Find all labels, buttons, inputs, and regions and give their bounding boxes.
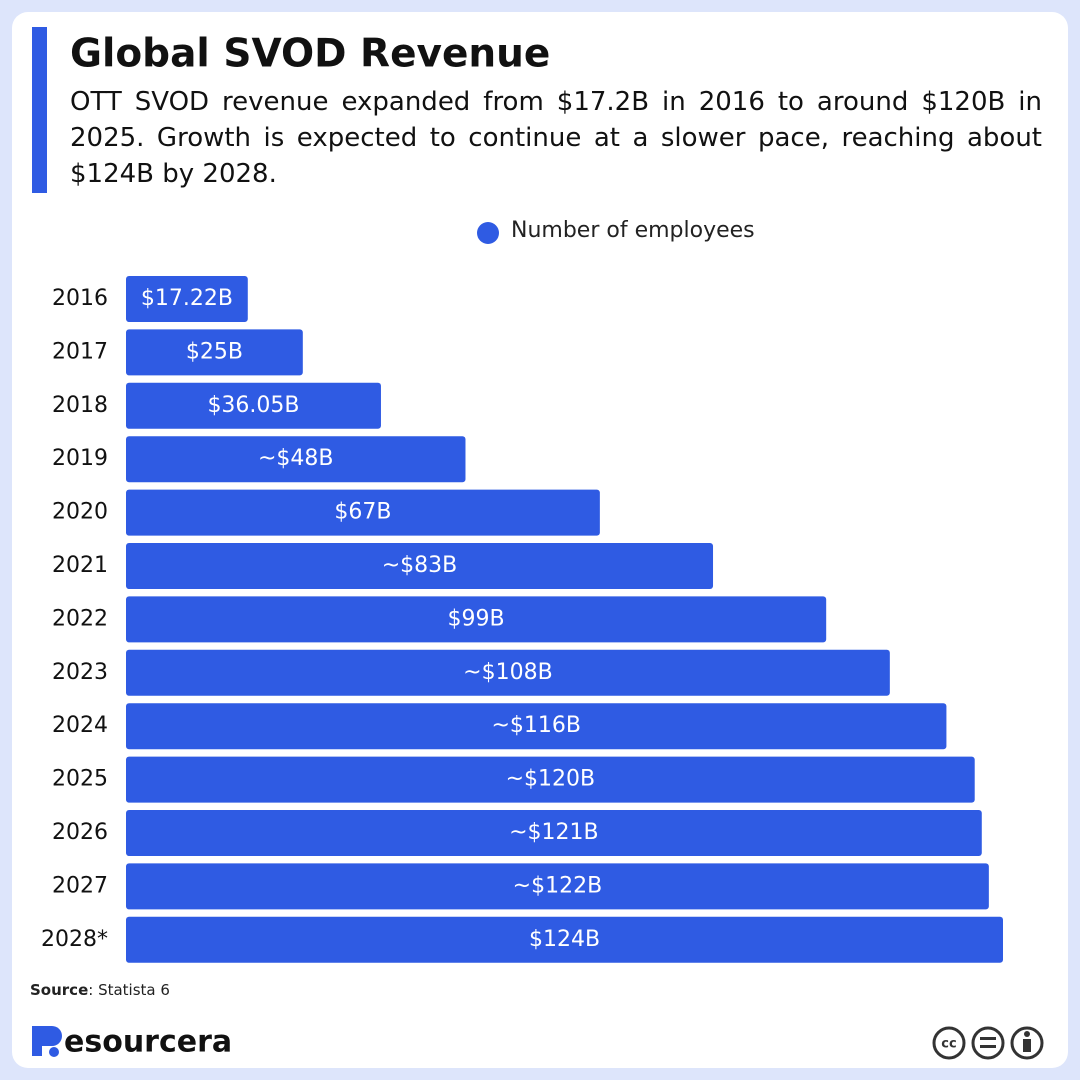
- y-tick-label: 2028*: [41, 927, 108, 952]
- value-label: $25B: [186, 339, 243, 364]
- bar: [126, 703, 947, 750]
- bar: [126, 329, 303, 376]
- y-tick-label: 2017: [52, 339, 108, 364]
- bar: [126, 489, 600, 536]
- source-label: Source: [30, 981, 88, 999]
- y-tick-label: 2019: [52, 446, 108, 471]
- y-tick-label: 2018: [52, 393, 108, 418]
- y-tick-label: 2016: [52, 286, 108, 311]
- value-label: ~$48B: [258, 446, 334, 471]
- y-tick-label: 2021: [52, 553, 108, 578]
- legend-label: Number of employees: [511, 218, 755, 243]
- value-label: $36.05B: [207, 393, 299, 418]
- y-tick-label: 2027: [52, 873, 108, 898]
- chart-subtitle: OTT SVOD revenue expanded from $17.2B in…: [70, 87, 1042, 189]
- bar: [126, 756, 975, 803]
- legend-marker: [477, 222, 499, 244]
- bar: [126, 382, 381, 429]
- accent-bar: [32, 27, 47, 193]
- value-label: $99B: [448, 606, 505, 631]
- y-tick-label: 2024: [52, 713, 108, 738]
- value-label: ~$122B: [513, 873, 603, 898]
- bar: [126, 649, 890, 696]
- brand-logo: [32, 1026, 62, 1057]
- license-label: cc: [941, 1037, 956, 1052]
- source-text: : Statista 6: [88, 981, 170, 999]
- y-tick-label: 2023: [52, 660, 108, 685]
- y-tick-label: 2025: [52, 767, 108, 792]
- source: Source: Statista 6: [30, 981, 170, 999]
- y-tick-label: 2022: [52, 606, 108, 631]
- value-label: $67B: [334, 500, 391, 525]
- value-label: ~$83B: [382, 553, 458, 578]
- value-label: ~$108B: [463, 660, 553, 685]
- bar: [126, 436, 466, 483]
- value-label: ~$116B: [491, 713, 581, 738]
- brand-name: esourcera: [64, 1025, 232, 1060]
- bar: [126, 543, 714, 589]
- value-label: ~$120B: [506, 767, 596, 792]
- bar: [126, 863, 989, 910]
- value-label: ~$121B: [509, 820, 599, 845]
- value-label: $17.22B: [141, 286, 233, 311]
- y-tick-label: 2020: [52, 500, 108, 525]
- bar: [126, 916, 1003, 963]
- license-icons: cc: [932, 1026, 1044, 1060]
- value-label: $124B: [529, 927, 600, 952]
- bar: [126, 276, 248, 322]
- chart-title: Global SVOD Revenue: [70, 32, 550, 77]
- bar: [126, 596, 827, 643]
- bar: [126, 810, 982, 856]
- y-tick-label: 2026: [52, 820, 108, 845]
